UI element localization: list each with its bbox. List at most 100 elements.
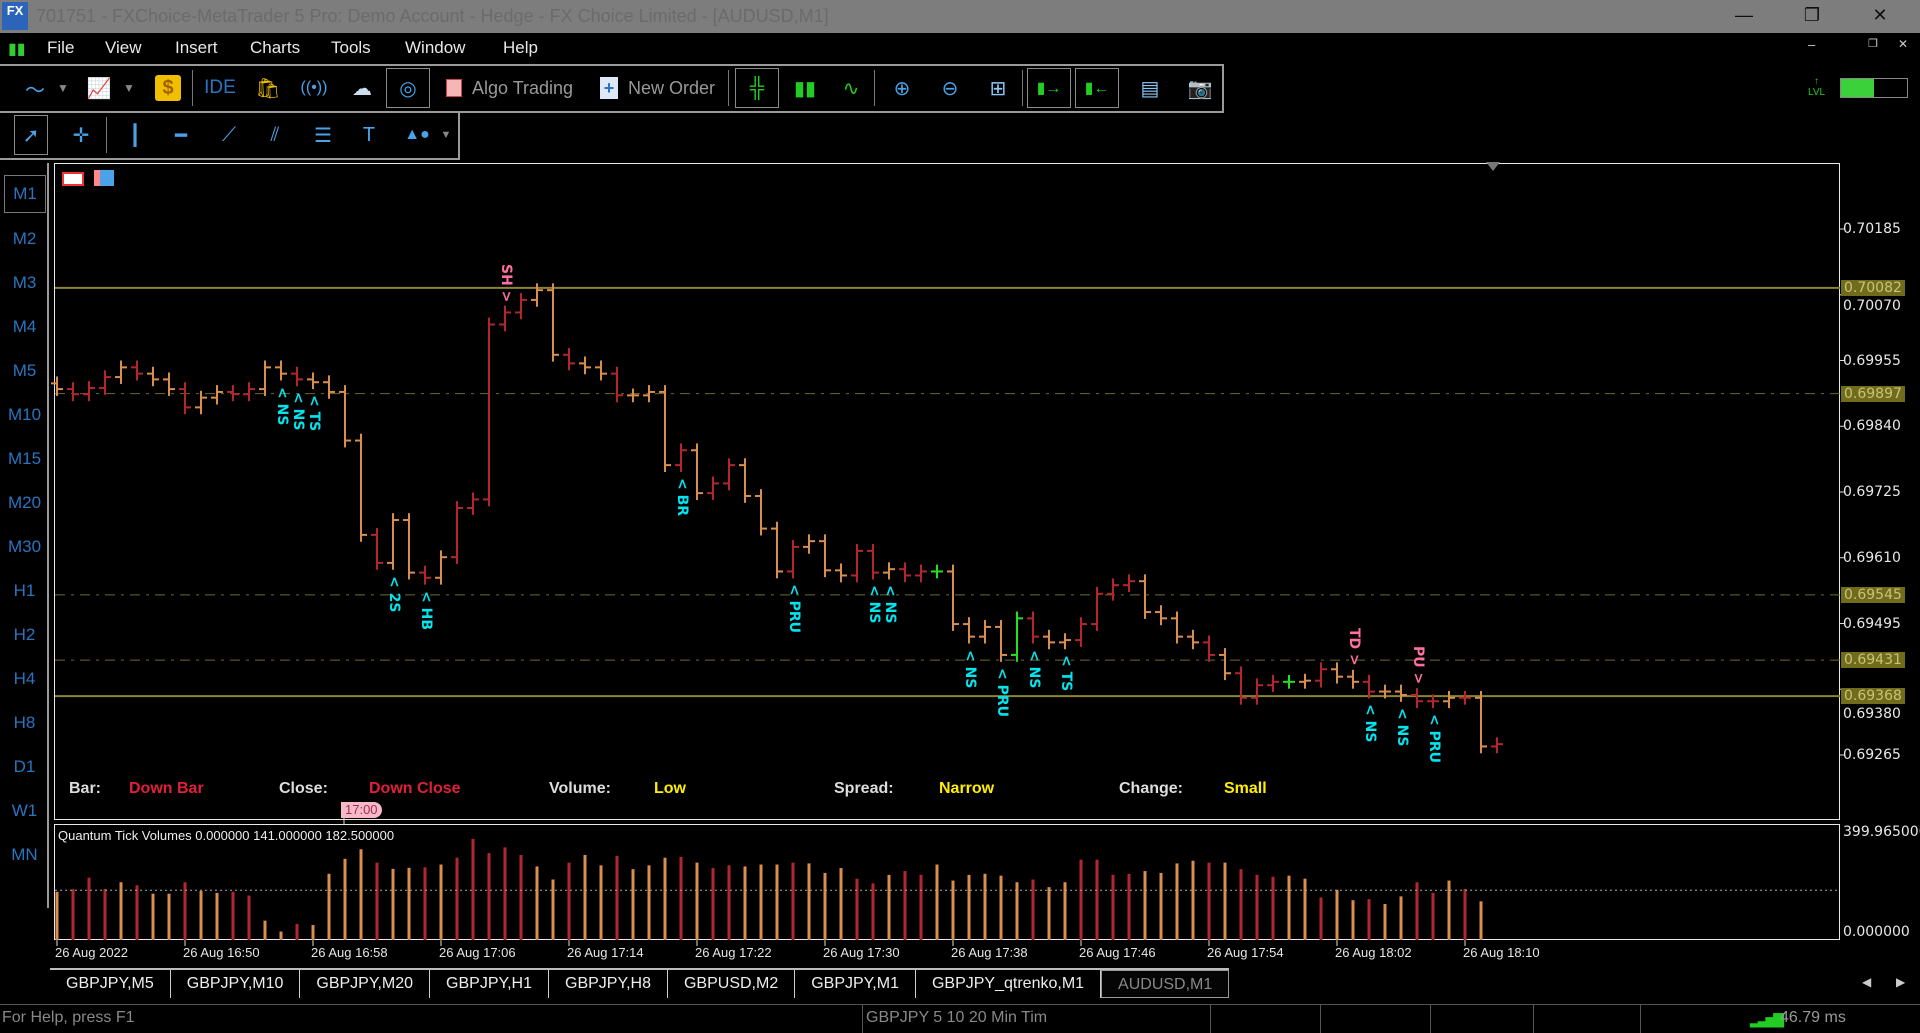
timeframe-h8[interactable]: H8: [13, 713, 36, 732]
volume-bar: [1031, 879, 1035, 940]
timeframe-m4[interactable]: M4: [12, 317, 37, 336]
new-chart-icon[interactable]: 📈: [86, 77, 112, 100]
menu-help[interactable]: Help: [503, 38, 538, 57]
volume-bar: [1063, 882, 1067, 940]
minimize-button[interactable]: —: [1735, 5, 1753, 25]
volume-bar: [1239, 869, 1243, 940]
menu-insert[interactable]: Insert: [175, 38, 218, 57]
tabs-scroll-right-icon[interactable]: ▶: [1896, 975, 1906, 989]
chart-tab[interactable]: AUDUSD,M1: [1101, 970, 1230, 998]
mt5-candles-icon: ▮▮: [8, 41, 26, 58]
divider: [1430, 1005, 1431, 1033]
timeframe-w1[interactable]: W1: [11, 801, 38, 820]
chart-tab[interactable]: GBPJPY_qtrenko,M1: [916, 970, 1102, 998]
tabs-scroll-left-icon[interactable]: ◀: [1862, 975, 1872, 989]
chart-tab[interactable]: GBPJPY,M5: [50, 970, 171, 998]
volume-bar: [1175, 863, 1179, 940]
child-close-button[interactable]: ✕: [1898, 37, 1909, 51]
equidistant-channel-icon[interactable]: ⫽: [270, 123, 280, 146]
signals-icon[interactable]: ((•)): [300, 79, 328, 96]
timeframe-m10[interactable]: M10: [7, 405, 42, 424]
status-ping[interactable]: 46.79 ms: [1780, 1009, 1846, 1026]
price-chart[interactable]: [54, 163, 1840, 820]
chevron-down-icon[interactable]: ▼: [57, 81, 69, 95]
close-button[interactable]: ✕: [1872, 5, 1888, 25]
volume-bar: [999, 875, 1003, 940]
trendline-icon[interactable]: ⟋: [222, 123, 236, 146]
timeframe-m1[interactable]: M1: [4, 175, 46, 213]
timeframe-m15[interactable]: M15: [7, 449, 42, 468]
info-change-value: Small: [1224, 780, 1267, 797]
menu-file[interactable]: File: [47, 38, 75, 57]
vertical-line-icon[interactable]: ┃: [128, 124, 142, 147]
line-chart-icon[interactable]: 〜: [25, 79, 45, 102]
menu-window[interactable]: Window: [405, 38, 466, 57]
candlestick-icon[interactable]: ▮▮: [793, 77, 816, 100]
chart-tab[interactable]: GBPJPY,M1: [795, 970, 916, 998]
auto-scroll-icon[interactable]: ▮→: [1027, 68, 1071, 108]
horizontal-line-icon[interactable]: ━: [174, 124, 188, 147]
algo-off-icon: [446, 79, 462, 97]
volume-bar: [1415, 882, 1419, 940]
ide-button[interactable]: IDE: [204, 77, 236, 98]
timeframe-m30[interactable]: M30: [7, 537, 42, 556]
menu-charts[interactable]: Charts: [250, 38, 301, 57]
signal-label-hb: < HB: [418, 590, 434, 630]
cloud-icon[interactable]: ☁: [352, 77, 372, 100]
volume-bar: [631, 869, 635, 940]
signal-label-ts: < TS: [306, 395, 322, 432]
price-tick-label: 0.69495: [1843, 615, 1901, 632]
menu-tools[interactable]: Tools: [331, 38, 371, 57]
market-bag-icon[interactable]: 🛍: [255, 77, 281, 100]
timeframe-d1[interactable]: D1: [13, 757, 36, 776]
timeframe-h2[interactable]: H2: [13, 625, 36, 644]
chart-shift-marker[interactable]: [1486, 162, 1500, 171]
save-chart-icon[interactable]: [94, 170, 114, 186]
tile-windows-icon[interactable]: ⊞: [989, 77, 1007, 100]
timeframe-h4[interactable]: H4: [13, 669, 36, 688]
zoom-out-icon[interactable]: ⊖: [941, 77, 959, 100]
chevron-down-icon[interactable]: ▼: [440, 129, 452, 141]
data-window-icon[interactable]: [62, 172, 84, 186]
price-tick-label: 0.70070: [1843, 297, 1901, 314]
dollar-icon[interactable]: $: [155, 75, 181, 101]
text-icon[interactable]: T: [362, 123, 376, 146]
level-label: LVL: [1808, 87, 1826, 98]
templates-icon[interactable]: ▤: [1140, 77, 1160, 100]
child-restore-button[interactable]: ❐: [1868, 38, 1878, 50]
chart-tab[interactable]: GBPJPY,M10: [171, 970, 301, 998]
screenshot-icon[interactable]: 📷: [1187, 77, 1213, 100]
bar-chart-icon[interactable]: ╬: [735, 68, 779, 108]
shapes-icon[interactable]: ▲●: [404, 126, 430, 143]
chart-tab[interactable]: GBPJPY,H8: [549, 970, 668, 998]
chart-tab[interactable]: GBPUSD,M2: [668, 970, 796, 998]
vps-icon[interactable]: ◎: [386, 68, 430, 108]
chart-tab[interactable]: GBPJPY,M20: [300, 970, 431, 998]
menu-view[interactable]: View: [105, 38, 142, 57]
timeframe-m3[interactable]: M3: [12, 273, 37, 292]
line-icon[interactable]: ∿: [842, 77, 860, 100]
volume-bar: [759, 864, 763, 940]
volume-bar: [263, 920, 267, 940]
algo-trading-button[interactable]: Algo Trading: [446, 66, 586, 110]
volume-bar: [919, 874, 923, 940]
child-minimize-button[interactable]: –: [1808, 37, 1816, 52]
timeframe-m5[interactable]: M5: [12, 361, 37, 380]
crosshair-icon[interactable]: ✛: [72, 124, 90, 147]
chart-shift-icon[interactable]: ▮←: [1075, 68, 1119, 108]
chart-tab[interactable]: GBPJPY,H1: [430, 970, 549, 998]
timeframe-mn[interactable]: MN: [11, 845, 38, 864]
timeframe-m2[interactable]: M2: [12, 229, 37, 248]
chevron-down-icon[interactable]: ▼: [123, 81, 135, 95]
connection-signal-icon: ▂▃▅▇: [1750, 1011, 1784, 1027]
new-order-button[interactable]: + New Order: [600, 66, 725, 110]
menu-bar: ▮▮ File View Insert Charts Tools Window …: [0, 33, 1920, 64]
zoom-in-icon[interactable]: ⊕: [893, 77, 911, 100]
timeframe-h1[interactable]: H1: [13, 581, 36, 600]
divider: [728, 70, 729, 106]
fibonacci-icon[interactable]: ☰: [314, 124, 332, 147]
restore-button[interactable]: ❐: [1803, 5, 1821, 25]
cursor-icon[interactable]: ➚: [14, 115, 48, 155]
volume-pane[interactable]: [54, 824, 1840, 940]
timeframe-m20[interactable]: M20: [7, 493, 42, 512]
